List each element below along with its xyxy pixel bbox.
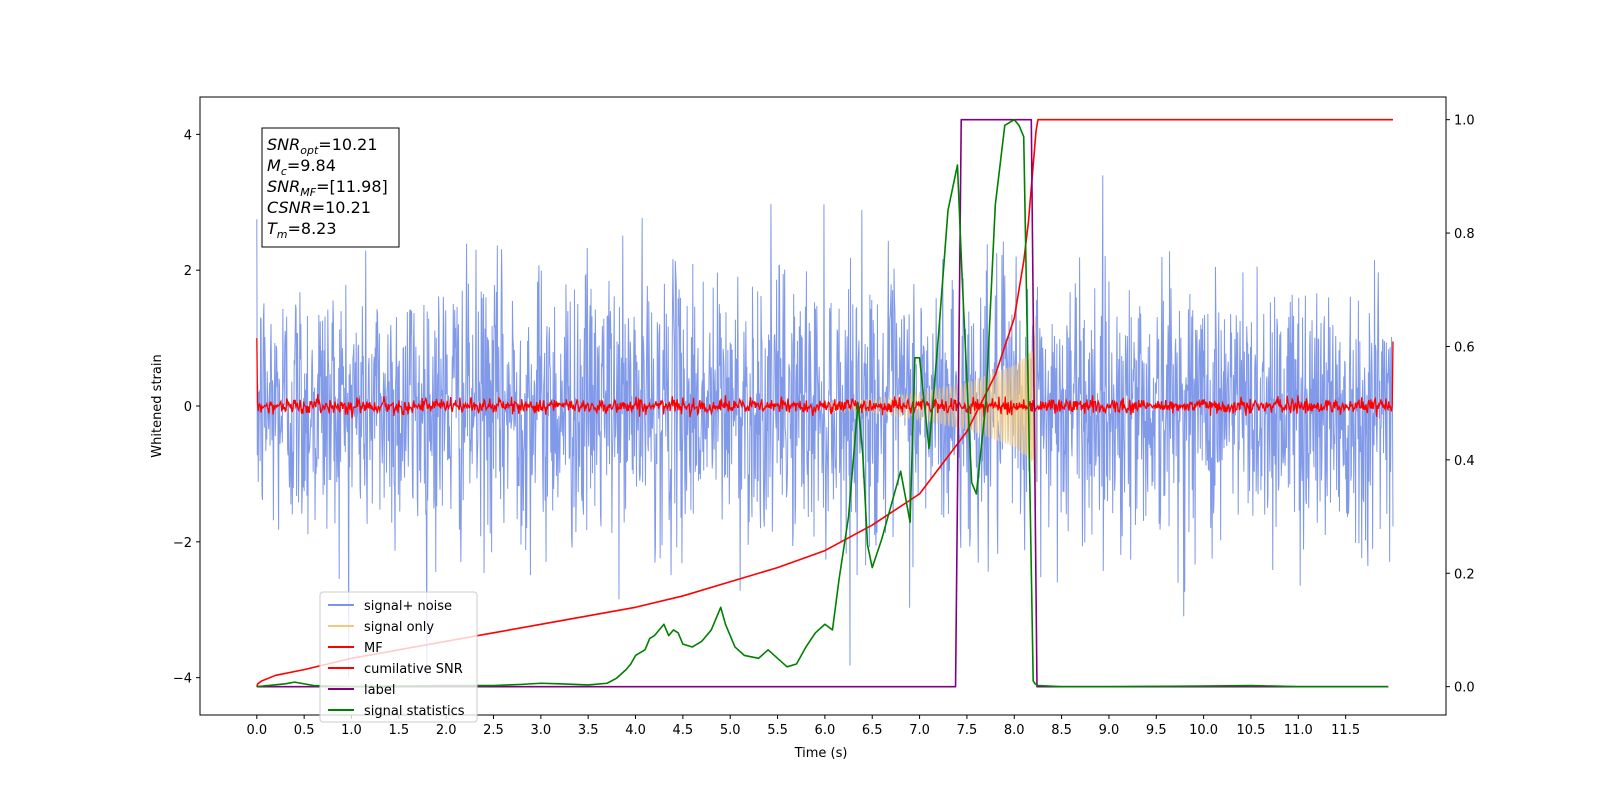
y-right-tick-label: 0.4 xyxy=(1454,454,1475,469)
y-left-tick-label: 2 xyxy=(184,264,192,279)
annotation-subscript: c xyxy=(281,165,287,178)
x-tick-label: 3.5 xyxy=(578,723,599,738)
annotation-value: =10.21 xyxy=(312,198,371,217)
legend-frame xyxy=(319,591,478,723)
annotation-line: SNRopt=10.21 xyxy=(267,135,378,157)
y-right-tick-label: 0.8 xyxy=(1454,227,1475,242)
annotation-line: SNRMF=[11.98] xyxy=(267,177,388,199)
x-tick-label: 2.0 xyxy=(436,723,457,738)
x-tick-label: 6.0 xyxy=(815,723,836,738)
annotation-symbol: T xyxy=(267,219,278,238)
annotation-symbol: M xyxy=(267,156,281,175)
annotation-value: =[11.98] xyxy=(316,177,388,196)
annotation-value: =9.84 xyxy=(287,156,336,175)
annotation-value: =8.23 xyxy=(288,219,337,238)
x-tick-label: 7.0 xyxy=(909,723,930,738)
y-axis-left: 4 2 0 −2 −4 xyxy=(173,128,200,687)
legend-entry: signal only xyxy=(364,620,434,635)
x-tick-label: 1.5 xyxy=(388,723,409,738)
x-tick-label: 5.0 xyxy=(720,723,741,738)
x-tick-label: 0.5 xyxy=(294,723,315,738)
annotation-subscript: MF xyxy=(300,186,316,199)
x-tick-label: 8.5 xyxy=(1051,723,1072,738)
x-tick-label: 9.5 xyxy=(1146,723,1167,738)
annotation-symbol: SNR xyxy=(267,135,300,154)
y-right-tick-label: 0.6 xyxy=(1454,340,1475,355)
x-tick-label: 4.5 xyxy=(673,723,694,738)
x-tick-label: 7.5 xyxy=(957,723,978,738)
annotation-box: SNRopt=10.21Mc=9.84SNRMF=[11.98]CSNR=10.… xyxy=(261,127,400,248)
series-signal-noise xyxy=(256,175,1394,678)
x-tick-label: 4.0 xyxy=(625,723,646,738)
annotation-subscript: m xyxy=(277,228,288,241)
x-tick-label: 10.5 xyxy=(1236,723,1265,738)
y-axis-label: Whitened strain xyxy=(150,354,165,457)
x-tick-label: 1.0 xyxy=(341,723,362,738)
y-axis-right: 1.0 0.8 0.6 0.4 0.2 0.0 xyxy=(1446,114,1475,696)
y-left-tick-label: −4 xyxy=(173,672,192,687)
x-tick-label: 2.5 xyxy=(483,723,504,738)
y-left-tick-label: −2 xyxy=(173,536,192,551)
y-left-tick-label: 0 xyxy=(184,400,192,415)
x-tick-label: 10.0 xyxy=(1189,723,1218,738)
x-tick-label: 11.5 xyxy=(1331,723,1360,738)
annotation-symbol: SNR xyxy=(267,177,300,196)
x-tick-label: 5.5 xyxy=(767,723,788,738)
y-left-tick-label: 4 xyxy=(184,128,192,143)
x-tick-label: 9.0 xyxy=(1099,723,1120,738)
series-signal-statistics xyxy=(256,118,1389,688)
x-tick-label: 11.0 xyxy=(1284,723,1313,738)
legend-entry: label xyxy=(364,683,395,698)
legend: signal+ noise signal only MF cumilative SNR… xyxy=(319,591,478,723)
y-right-tick-label: 0.0 xyxy=(1454,681,1475,696)
legend-entry: signal statistics xyxy=(364,704,465,719)
annotation-line: CSNR=10.21 xyxy=(267,198,371,217)
legend-entry: cumilative SNR xyxy=(364,662,463,677)
annotation-frame xyxy=(261,127,400,248)
x-axis: 0.0 0.5 1.0 1.5 2.0 2.5 3.0 3.5 4.0 4.5 5.0 5.5 6.0 6… xyxy=(246,715,1360,738)
annotation-symbol: CSNR xyxy=(267,198,312,217)
y-right-tick-label: 1.0 xyxy=(1454,114,1475,129)
y-right-tick-label: 0.2 xyxy=(1454,567,1475,582)
x-tick-label: 0.0 xyxy=(246,723,267,738)
annotation-line: Mc=9.84 xyxy=(267,156,336,178)
annotation-line: Tm=8.23 xyxy=(267,219,337,241)
x-axis-label: Time (s) xyxy=(794,746,848,761)
x-tick-label: 8.0 xyxy=(1004,723,1025,738)
annotation-value: =10.21 xyxy=(318,135,377,154)
legend-entry: signal+ noise xyxy=(364,599,452,614)
legend-entry: MF xyxy=(364,641,383,656)
x-tick-label: 3.0 xyxy=(531,723,552,738)
annotation-subscript: opt xyxy=(300,144,319,157)
series-mf xyxy=(256,338,1394,419)
x-tick-label: 6.5 xyxy=(862,723,883,738)
